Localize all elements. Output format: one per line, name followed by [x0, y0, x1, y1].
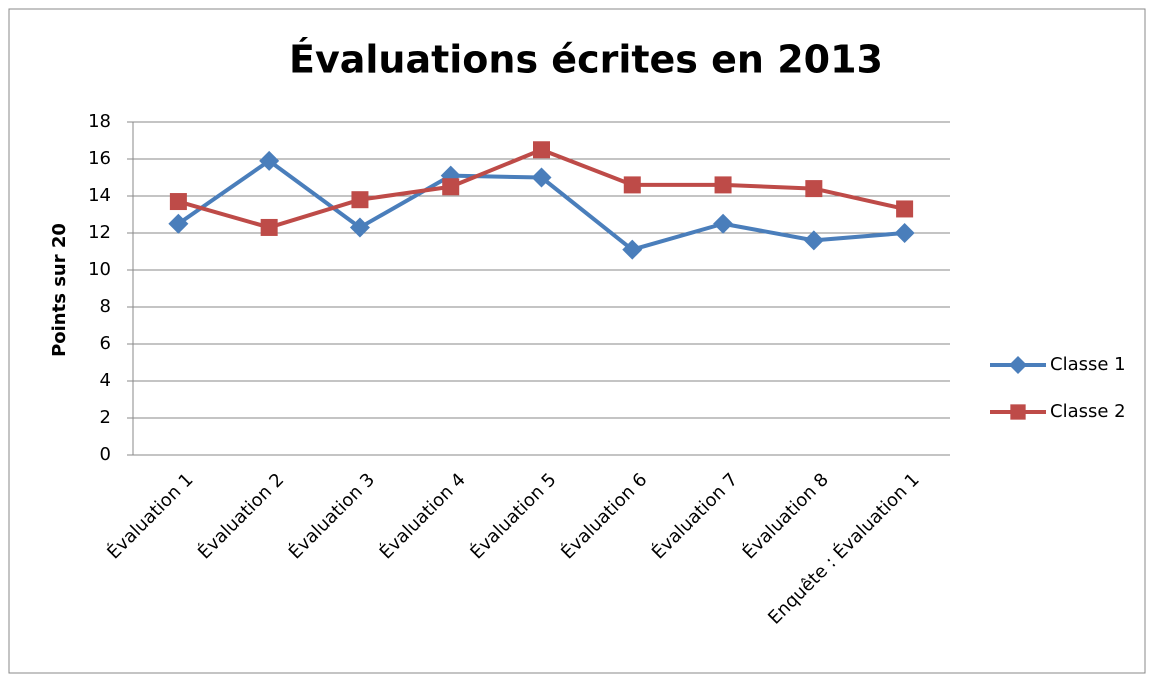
y-tick-label: 0 — [100, 444, 111, 465]
y-tick-label: 10 — [88, 259, 111, 280]
data-point — [169, 193, 187, 211]
y-tick-label: 4 — [100, 370, 111, 391]
y-tick-label: 18 — [88, 111, 111, 132]
data-point — [533, 141, 550, 159]
data-point — [260, 218, 278, 236]
y-axis-label: Points sur 20 — [49, 223, 70, 357]
chart-frame — [8, 8, 1146, 674]
data-point — [622, 239, 643, 260]
chart-title: Évaluations écrites en 2013 — [289, 38, 883, 82]
y-tick-label: 6 — [100, 333, 111, 354]
data-point — [623, 176, 641, 194]
data-point — [713, 213, 734, 234]
data-point — [349, 217, 370, 238]
y-tick-label: 2 — [100, 407, 111, 428]
legend-marker — [1010, 404, 1026, 420]
y-tick-label: 16 — [88, 148, 111, 169]
data-point — [259, 150, 280, 171]
data-point — [442, 178, 460, 196]
legend-label: Classe 1 — [1050, 354, 1126, 375]
y-tick-label: 14 — [88, 185, 111, 206]
data-point — [714, 176, 732, 194]
data-point — [168, 213, 189, 234]
data-point — [803, 230, 824, 251]
data-point — [805, 180, 823, 198]
y-tick-label: 8 — [100, 296, 111, 317]
data-point — [531, 167, 552, 188]
legend-label: Classe 2 — [1050, 401, 1126, 422]
data-point — [896, 200, 914, 218]
data-point — [894, 223, 915, 243]
legend-marker — [1009, 356, 1027, 374]
y-tick-label: 12 — [88, 222, 111, 243]
data-point — [351, 191, 369, 209]
